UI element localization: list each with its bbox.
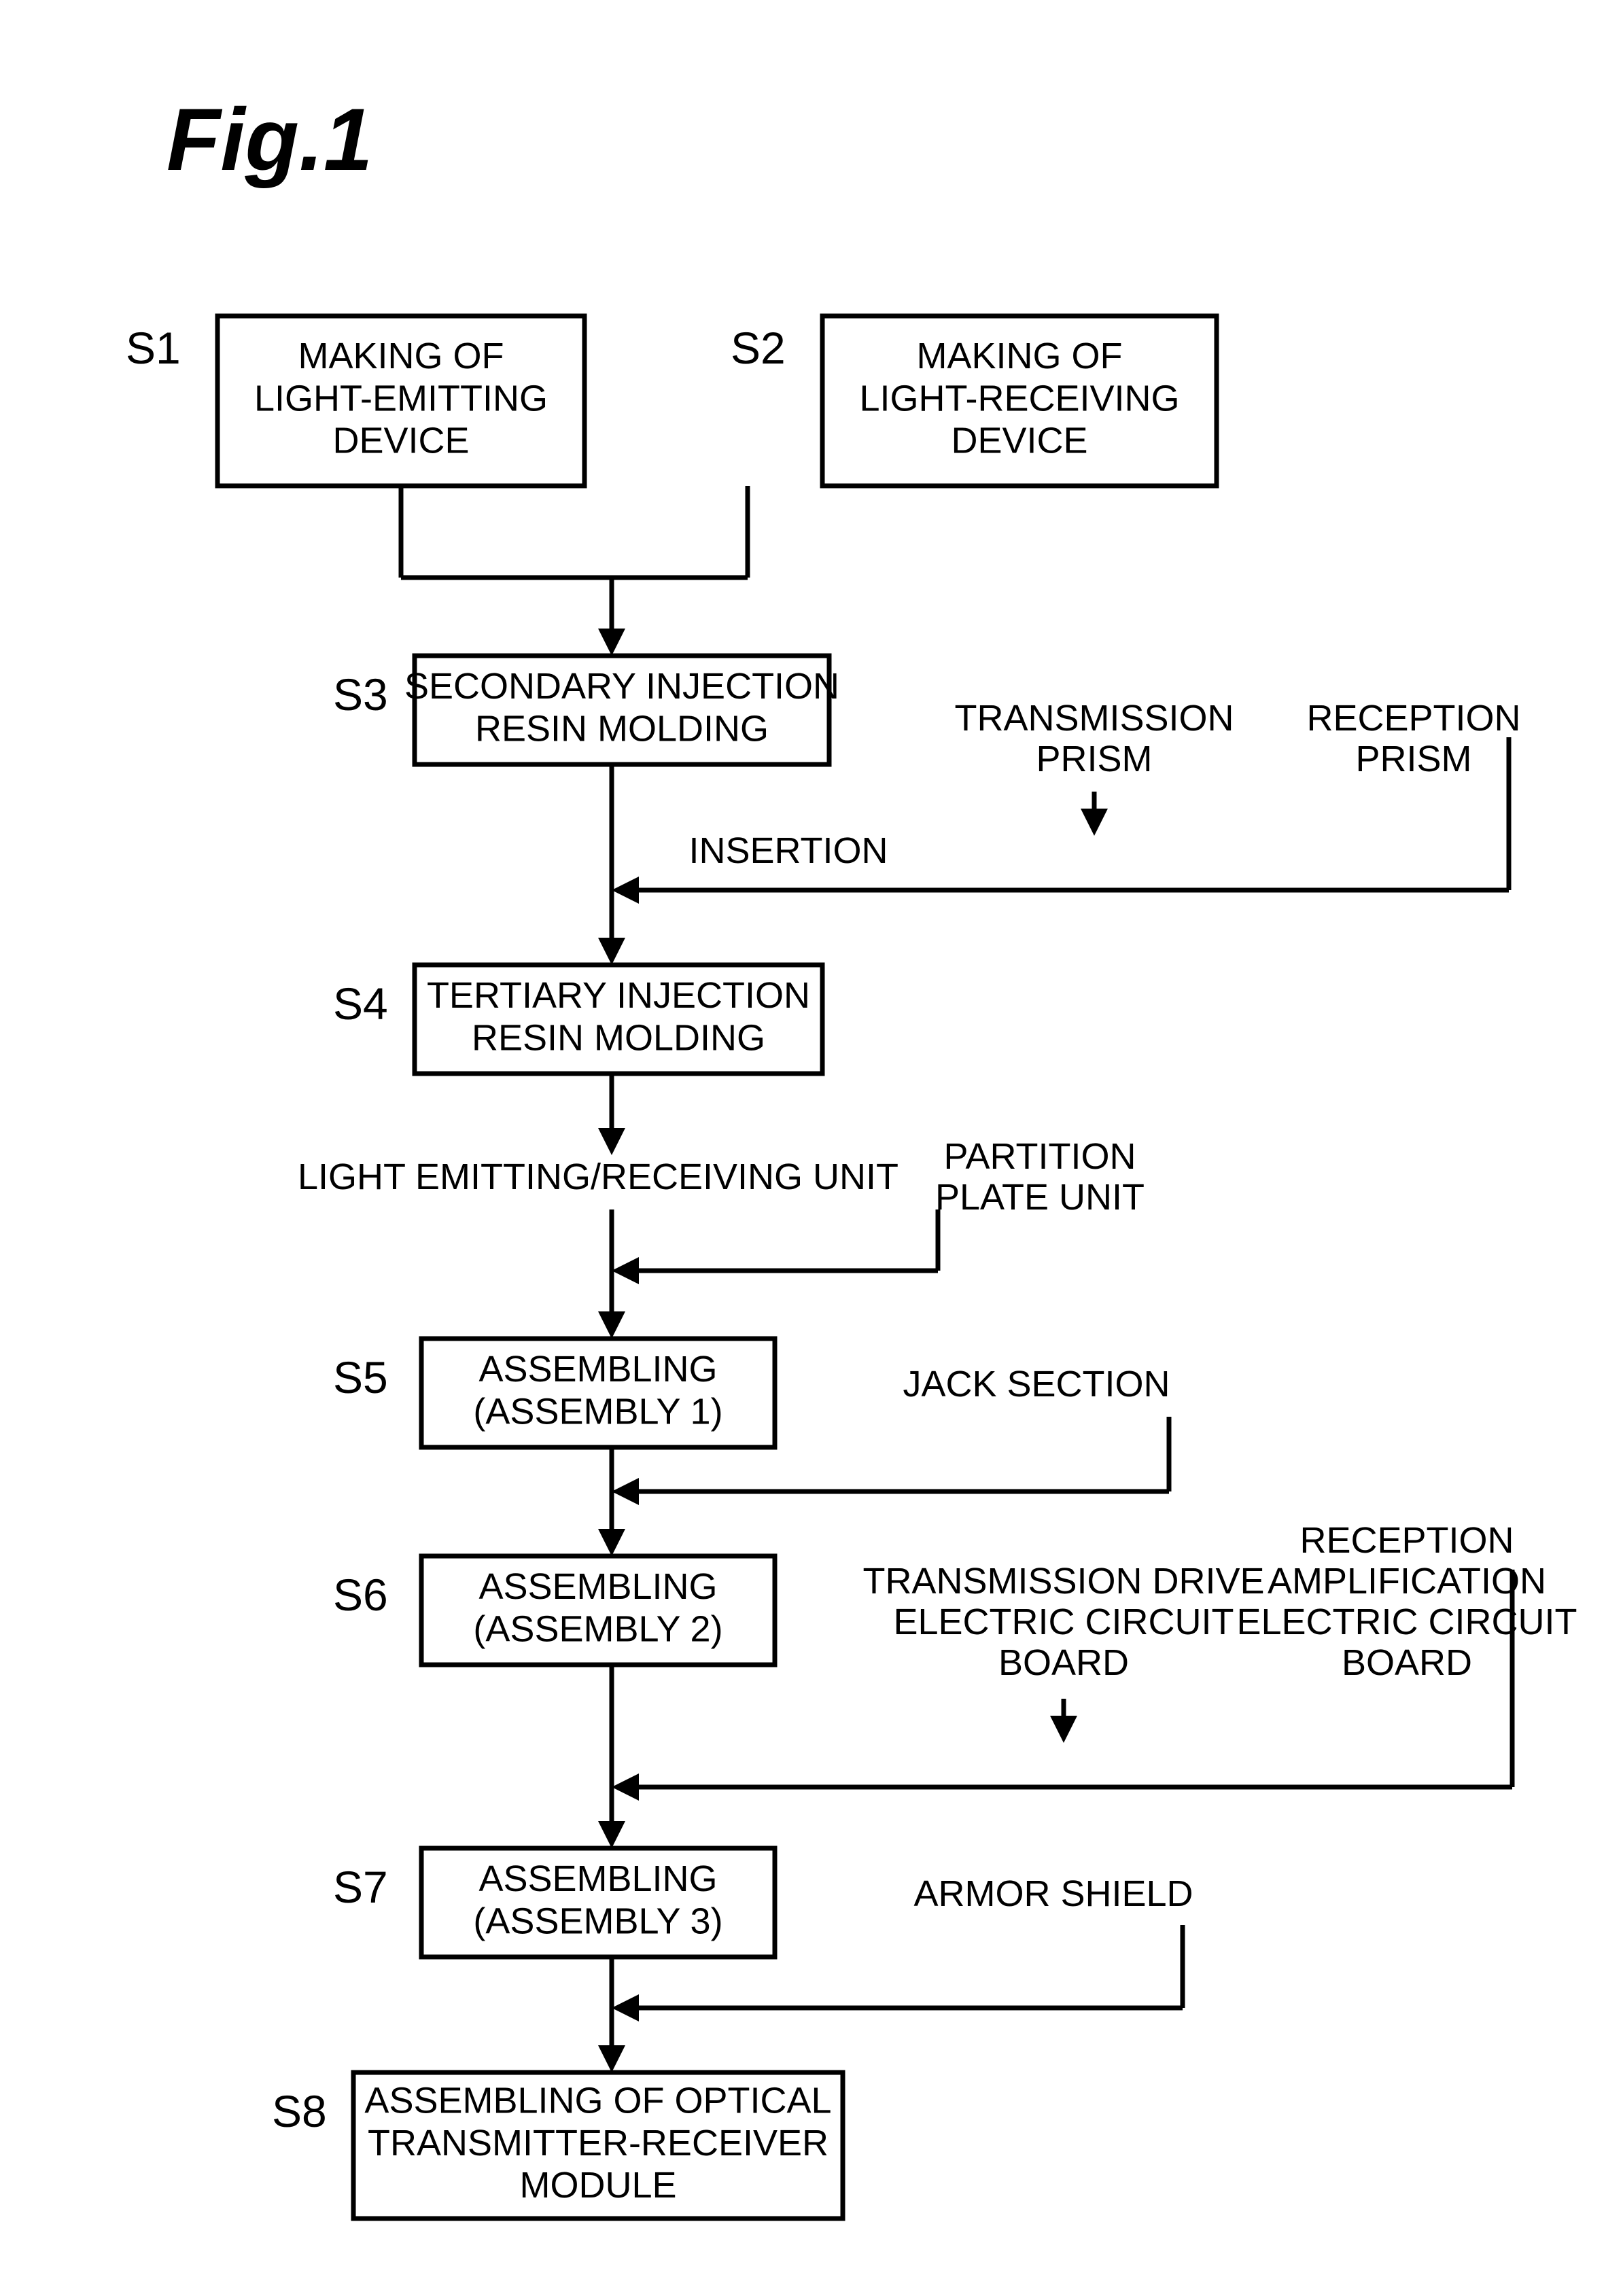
label-unitR: PLATE UNIT — [935, 1177, 1145, 1218]
arrowhead — [612, 1994, 639, 2021]
label-recPrism: RECEPTION — [1306, 698, 1520, 739]
arrowhead — [598, 1311, 625, 1339]
step-box-s4-text: RESIN MOLDING — [472, 1017, 765, 1058]
figure-label: Fig.1 — [167, 90, 372, 189]
step-label-s2: S2 — [731, 323, 786, 373]
label-jack: JACK SECTION — [903, 1364, 1170, 1405]
step-label-s8: S8 — [272, 2086, 327, 2136]
label-transPrism: PRISM — [1036, 739, 1152, 779]
step-box-s7-text: ASSEMBLING — [478, 1858, 717, 1899]
arrowhead — [612, 1257, 639, 1284]
step-box-s8-text: ASSEMBLING OF OPTICAL — [364, 2081, 831, 2121]
step-box-s1-text: LIGHT-EMITTING — [254, 378, 548, 419]
step-box-s5-text: (ASSEMBLY 1) — [473, 1391, 722, 1432]
arrowhead — [598, 1821, 625, 1848]
arrowhead — [598, 629, 625, 656]
label-raBoard: ELECTRIC CIRCUIT — [1236, 1602, 1577, 1642]
step-box-s1-text: DEVICE — [332, 420, 469, 461]
step-label-s7: S7 — [333, 1862, 388, 1912]
step-box-s6-text: (ASSEMBLY 2) — [473, 1608, 722, 1649]
label-unitR: PARTITION — [943, 1136, 1136, 1177]
step-box-s2-text: MAKING OF — [916, 336, 1122, 376]
step-box-s5-text: ASSEMBLING — [478, 1349, 717, 1390]
arrowhead — [598, 1529, 625, 1556]
label-insertion: INSERTION — [688, 830, 888, 871]
step-box-s1-text: MAKING OF — [298, 336, 504, 376]
label-tdBoard: TRANSMISSION DRIVE — [862, 1561, 1264, 1602]
label-raBoard: RECEPTION — [1299, 1520, 1514, 1561]
step-box-s2-text: DEVICE — [951, 420, 1087, 461]
step-label-s1: S1 — [126, 323, 181, 373]
step-box-s3-text: RESIN MOLDING — [475, 708, 769, 749]
step-box-s8-text: TRANSMITTER-RECEIVER — [368, 2123, 828, 2163]
arrowhead — [598, 2045, 625, 2072]
step-box-s4-text: TERTIARY INJECTION — [427, 975, 810, 1016]
arrowhead — [1081, 809, 1108, 836]
step-label-s5: S5 — [333, 1352, 388, 1402]
step-label-s4: S4 — [333, 978, 388, 1029]
arrowhead — [598, 1128, 625, 1155]
arrowhead — [612, 877, 639, 904]
step-box-s3-text: SECONDARY INJECTION — [404, 666, 839, 707]
label-armor: ARMOR SHIELD — [913, 1873, 1193, 1914]
step-box-s8-text: MODULE — [519, 2165, 676, 2206]
arrowhead — [598, 938, 625, 965]
step-label-s6: S6 — [333, 1570, 388, 1620]
step-box-s6-text: ASSEMBLING — [478, 1566, 717, 1607]
step-box-s2-text: LIGHT-RECEIVING — [859, 378, 1179, 419]
step-label-s3: S3 — [333, 669, 388, 720]
label-transPrism: TRANSMISSION — [954, 698, 1234, 739]
arrowhead — [1050, 1716, 1077, 1743]
step-box-s7-text: (ASSEMBLY 3) — [473, 1901, 722, 1941]
label-raBoard: AMPLIFICATION — [1268, 1561, 1546, 1602]
label-unitL: LIGHT EMITTING/RECEIVING UNIT — [298, 1156, 898, 1197]
label-recPrism: PRISM — [1355, 739, 1471, 779]
label-tdBoard: ELECTRIC CIRCUIT — [893, 1602, 1234, 1642]
arrowhead — [612, 1478, 639, 1505]
label-raBoard: BOARD — [1342, 1642, 1472, 1683]
arrowhead — [612, 1773, 639, 1801]
label-tdBoard: BOARD — [998, 1642, 1129, 1683]
